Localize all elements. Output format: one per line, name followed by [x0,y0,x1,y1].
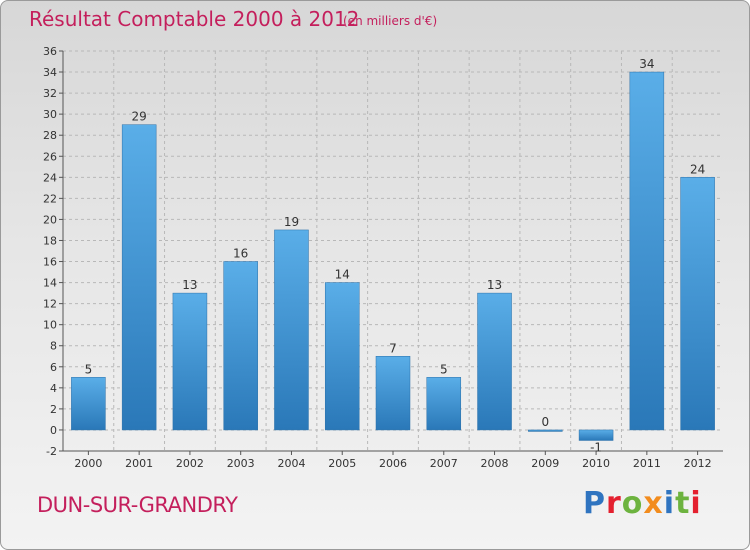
data-label: 19 [284,215,299,229]
x-tick-label: 2002 [176,457,204,470]
y-tick-label: 28 [43,129,57,142]
x-tick-label: 2012 [684,457,712,470]
y-tick-label: 30 [43,108,57,121]
data-label: 13 [182,278,197,292]
y-tick-label: 16 [43,256,57,269]
data-label: 24 [690,162,705,176]
data-label: 13 [487,278,502,292]
logo-letter: o [621,486,644,521]
y-tick-label: 18 [43,234,57,247]
data-label: -1 [590,440,602,454]
x-tick-label: 2005 [328,457,356,470]
x-tick-label: 2006 [379,457,407,470]
data-label: 5 [85,362,93,376]
data-label: 5 [440,362,448,376]
bar-2006 [375,356,411,431]
y-tick-label: 22 [43,192,57,205]
bar-2005 [324,282,360,431]
data-label: 0 [541,415,549,429]
y-tick-label: 26 [43,150,57,163]
logo-letter: i [690,486,702,521]
y-tick-label: 12 [43,298,57,311]
bar-2010 [578,429,614,441]
y-tick-label: 0 [50,424,57,437]
data-label: 16 [233,247,248,261]
bar-2002 [172,292,208,431]
y-tick-label: 6 [50,361,57,374]
logo-letter: t [675,486,691,521]
bar-2004 [274,229,309,431]
y-tick-label: 2 [50,403,57,416]
y-tick-label: 8 [50,340,57,353]
data-label: 29 [132,110,147,124]
y-tick-label: 34 [43,66,57,79]
y-tick-label: 10 [43,319,57,332]
bar-2011 [629,71,665,431]
x-tick-label: 2001 [125,457,153,470]
logo-letter: P [583,486,606,521]
bar-2009 [528,429,563,432]
chart-subtitle: (en milliers d'€) [343,14,438,28]
labels: -202468101214161820222426283032343652000… [43,45,712,470]
bar-2001 [121,124,157,431]
x-tick-label: 2010 [582,457,610,470]
proxiti-logo: Proxiti [583,486,702,521]
y-tick-label: 20 [43,213,57,226]
y-tick-label: 24 [43,171,57,184]
bars [71,71,715,441]
x-tick-label: 2000 [74,457,102,470]
bar-2000 [71,377,106,431]
bar-2007 [426,377,462,431]
y-tick-label: -2 [46,445,57,458]
y-tick-label: 36 [43,45,57,58]
x-tick-label: 2003 [227,457,255,470]
axes [59,50,723,455]
data-label: 14 [335,268,350,282]
x-tick-label: 2004 [277,457,305,470]
logo-letter: x [643,486,664,521]
chart-title: Résultat Comptable 2000 à 2012 [29,7,360,31]
logo-letter: i [663,486,676,521]
x-tick-label: 2009 [531,457,559,470]
data-label: 7 [389,341,397,355]
y-tick-label: 14 [43,277,57,290]
y-tick-label: 4 [50,382,57,395]
bar-2003 [223,261,258,431]
logo-letter: r [606,486,622,521]
town-name: DUN-SUR-GRANDRY [37,493,238,517]
bar-2008 [477,292,512,431]
x-tick-label: 2007 [430,457,458,470]
y-tick-label: 32 [43,87,57,100]
x-tick-label: 2011 [633,457,661,470]
x-tick-label: 2008 [481,457,509,470]
bar-2012 [680,177,715,431]
data-label: 34 [639,57,654,71]
